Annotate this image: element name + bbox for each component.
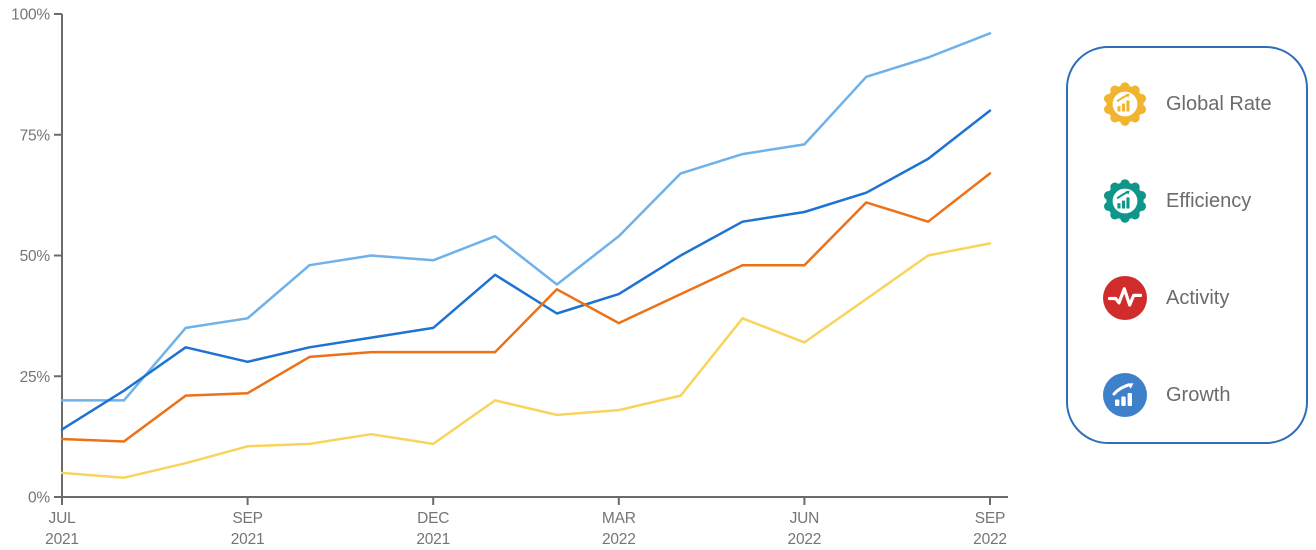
activity-pulse-icon xyxy=(1103,276,1147,320)
series-line-dark-blue xyxy=(60,109,992,431)
x-tick-label-year: 2021 xyxy=(416,531,450,548)
global-rate-badge-icon xyxy=(1104,82,1146,126)
x-tick-label-month: MAR xyxy=(602,510,636,527)
growth-bar-chart-icon xyxy=(1103,373,1147,417)
x-tick-label-month: SEP xyxy=(232,510,262,527)
x-tick-label-month: JUN xyxy=(790,510,820,527)
y-tick-label: 25% xyxy=(20,369,51,386)
y-tick-label: 0% xyxy=(28,490,50,507)
heartbeat-line-glyph xyxy=(1107,287,1143,307)
series-line-light-blue xyxy=(60,32,992,402)
legend-item-activity[interactable]: Activity xyxy=(1102,275,1286,321)
y-tick-label: 50% xyxy=(20,248,51,265)
legend-label-global-rate: Global Rate xyxy=(1166,93,1272,115)
x-tick-label-year: 2021 xyxy=(231,531,265,548)
x-tick-label-year: 2021 xyxy=(45,531,79,548)
y-tick-label: 75% xyxy=(20,127,51,144)
legend-item-growth[interactable]: Growth xyxy=(1102,372,1286,418)
x-tick-label-year: 2022 xyxy=(973,531,1007,548)
axes xyxy=(61,14,1008,498)
mini-bar-chart-glyph xyxy=(1116,93,1130,112)
x-tick-label-month: JUL xyxy=(49,510,77,527)
legend-item-efficiency[interactable]: Efficiency xyxy=(1102,178,1286,224)
x-tick-label-year: 2022 xyxy=(788,531,822,548)
series-line-yellow xyxy=(60,242,992,479)
y-tick-label: 100% xyxy=(11,7,50,24)
series-line-orange xyxy=(60,172,992,443)
efficiency-badge-icon xyxy=(1104,179,1146,223)
bar-growth-glyph xyxy=(1112,383,1134,406)
x-tick-label-month: DEC xyxy=(417,510,449,527)
x-tick-label-year: 2022 xyxy=(602,531,636,548)
mini-bar-chart-glyph xyxy=(1116,190,1130,209)
legend-item-global-rate[interactable]: Global Rate xyxy=(1102,81,1286,127)
legend-label-activity: Activity xyxy=(1166,287,1230,309)
legend-label-efficiency: Efficiency xyxy=(1166,190,1252,212)
legend-panel: Global Rate xyxy=(1066,46,1308,444)
legend-label-growth: Growth xyxy=(1166,384,1231,406)
x-tick-label-month: SEP xyxy=(975,510,1005,527)
